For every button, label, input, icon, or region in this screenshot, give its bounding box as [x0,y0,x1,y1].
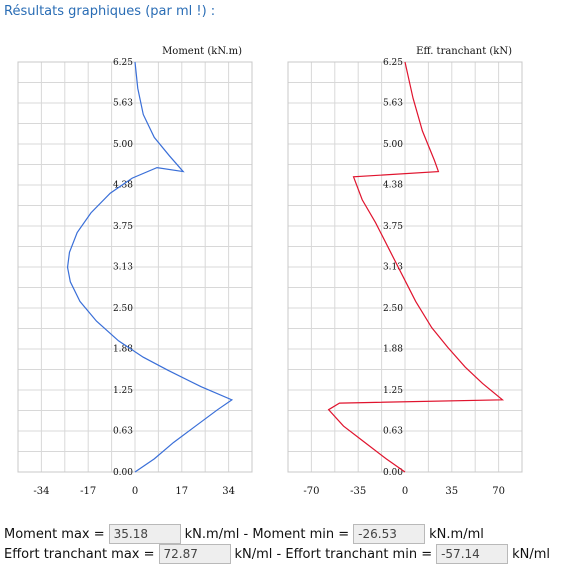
moment-ytick-label: 1.25 [113,386,133,396]
moment-xtick-label: 0 [132,486,138,497]
shear-xtick-label: -35 [350,486,366,497]
moment-title: Moment (kN.m) [162,46,242,57]
moment-series-line [66,61,234,473]
moment-unit-label: kN.m/ml - Moment min = [184,526,350,542]
moment-max-field[interactable]: 35.18 [108,524,181,544]
shear-grid [287,61,523,473]
shear-summary: Effort tranchant max = 72.87 kN/ml - Eff… [4,544,550,564]
shear-ytick-label: 4.38 [383,181,403,191]
shear-ytick-label: 5.63 [383,99,403,109]
shear-ytick-label: 0.63 [383,427,403,437]
shear-ytick-label: 5.00 [383,140,403,150]
shear-unit-label-2: kN/ml [512,546,551,562]
shear-max-field[interactable]: 72.87 [158,544,231,564]
shear-series-line [327,61,505,473]
shear-xtick-label: 35 [445,486,458,497]
shear-chart: Eff. tranchant (kN) 6.25 5.63 5.00 4.38 3.75 3… [272,40,538,510]
shear-max-label: Effort tranchant max = [4,546,155,562]
moment-chart: Moment (kN.m) 6.25 5.63 5.00 4.38 3.75 3.13 2.5… [2,40,268,510]
shear-ytick-label: 3.13 [383,263,403,273]
shear-xtick-label: 0 [402,486,408,497]
moment-ytick-label: 1.88 [113,345,133,355]
moment-ytick-label: 3.13 [113,263,133,273]
moment-min-field[interactable]: -26.53 [353,524,426,544]
shear-ytick-label: 1.88 [383,345,403,355]
shear-ytick-label: 3.75 [383,222,403,232]
moment-ytick-label: 4.38 [113,181,133,191]
shear-min-field[interactable]: -57.14 [436,544,509,564]
moment-summary: Moment max = 35.18 kN.m/ml - Moment min … [4,524,484,544]
moment-chart-svg: Moment (kN.m) 6.25 5.63 5.00 4.38 3.75 3.13 2.5… [17,46,253,497]
moment-ytick-label: 3.75 [113,222,133,232]
shear-ytick-label: 1.25 [383,386,403,396]
shear-chart-svg: Eff. tranchant (kN) 6.25 5.63 5.00 4.38 3.75 3… [287,46,523,497]
shear-xtick-label: -70 [303,486,319,497]
section-title: Résultats graphiques (par ml !) : [4,4,216,19]
shear-ytick-label: 6.25 [383,58,403,68]
moment-xtick-label: -34 [33,486,49,497]
moment-ytick-label: 0.63 [113,427,133,437]
shear-ytick-label: 2.50 [383,304,403,314]
moment-ytick-label: 5.00 [113,140,133,150]
moment-ytick-label: 2.50 [113,304,133,314]
shear-unit-label: kN/ml - Effort tranchant min = [234,546,433,562]
shear-xtick-label: 70 [492,486,505,497]
moment-xtick-label: -17 [80,486,96,497]
moment-ytick-label: 6.25 [113,58,133,68]
moment-unit-label-2: kN.m/ml [429,526,484,542]
moment-xtick-label: 34 [222,486,235,497]
moment-max-label: Moment max = [4,526,105,542]
moment-ytick-label: 0.00 [113,468,133,478]
shear-ytick-label: 0.00 [383,468,403,478]
shear-title: Eff. tranchant (kN) [416,46,512,57]
moment-xtick-label: 17 [175,486,188,497]
moment-ytick-label: 5.63 [113,99,133,109]
